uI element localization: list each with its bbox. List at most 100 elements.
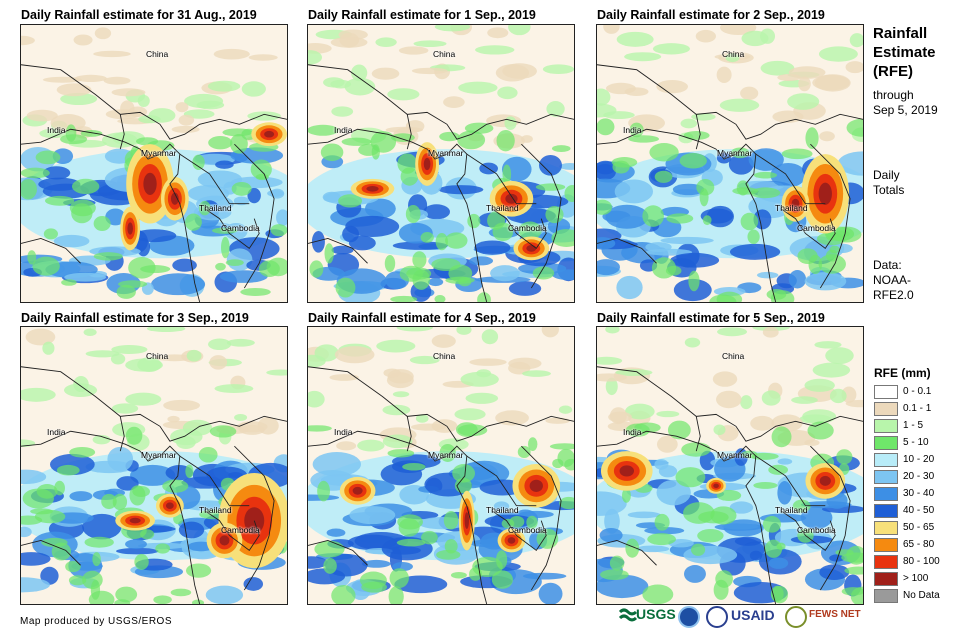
map-label-thailand: Thailand xyxy=(199,203,232,213)
legend-swatch xyxy=(874,402,898,416)
rainfall-map-1-sep: China India Myanmar Thailand Cambodia xyxy=(307,24,575,303)
legend-swatch xyxy=(874,436,898,450)
legend-label: 80 - 100 xyxy=(903,556,940,567)
usaid-seal-icon xyxy=(706,606,728,628)
sidebar-daily-totals: Daily Totals xyxy=(873,168,904,198)
usgs-logo-text: USGS xyxy=(636,606,676,622)
map-label-cambodia: Cambodia xyxy=(221,223,260,233)
legend-item: 50 - 65 xyxy=(874,520,964,536)
rainfall-field xyxy=(308,327,574,604)
map-label-cambodia: Cambodia xyxy=(797,223,836,233)
map-label-china: China xyxy=(722,351,745,361)
map-label-myanmar: Myanmar xyxy=(717,450,753,460)
map-label-myanmar: Myanmar xyxy=(428,148,464,158)
legend-swatch xyxy=(874,521,898,535)
legend-label: 40 - 50 xyxy=(903,505,935,516)
legend-swatch xyxy=(874,385,898,399)
legend-swatch xyxy=(874,453,898,467)
map-label-india: India xyxy=(623,427,642,437)
map-label-china: China xyxy=(722,49,745,59)
map-label-cambodia: Cambodia xyxy=(221,525,260,535)
rainfall-map-3-sep: China India Myanmar Thailand Cambodia xyxy=(20,326,288,605)
legend-label: No Data xyxy=(903,590,940,601)
map-label-myanmar: Myanmar xyxy=(717,148,753,158)
legend-label: 50 - 65 xyxy=(903,522,935,533)
map-credit: Map produced by USGS/EROS xyxy=(20,616,173,627)
map-label-cambodia: Cambodia xyxy=(508,223,547,233)
usgs-logo: USGS xyxy=(618,604,676,634)
legend-item: > 100 xyxy=(874,571,964,587)
legend-swatch xyxy=(874,487,898,501)
legend-item: 1 - 5 xyxy=(874,418,964,434)
sidebar-data-source1: NOAA- xyxy=(873,273,912,287)
legend-item: 65 - 80 xyxy=(874,537,964,553)
map-label-thailand: Thailand xyxy=(775,505,808,515)
map-label-thailand: Thailand xyxy=(486,505,519,515)
sidebar-date: Sep 5, 2019 xyxy=(873,103,938,117)
legend-item: 10 - 20 xyxy=(874,452,964,468)
map-label-china: China xyxy=(146,351,169,361)
legend-label: 0.1 - 1 xyxy=(903,403,932,414)
fewsnet-seal-icon xyxy=(785,606,807,628)
fewsnet-logo-text: FEWS NET xyxy=(809,609,861,620)
panel-title-4: Daily Rainfall estimate for 3 Sep., 2019 xyxy=(21,311,249,325)
map-label-china: China xyxy=(433,351,456,361)
map-label-cambodia: Cambodia xyxy=(508,525,547,535)
map-label-india: India xyxy=(47,125,66,135)
rainfall-map-31-aug: China India Myanmar Thailand Cambodia xyxy=(20,24,288,303)
sidebar-data-source2: RFE2.0 xyxy=(873,288,914,302)
sidebar-title: Rainfall Estimate (RFE) xyxy=(873,24,936,81)
map-label-thailand: Thailand xyxy=(775,203,808,213)
sidebar-through-label: through xyxy=(873,88,914,102)
legend-item: No Data xyxy=(874,588,964,604)
legend-label: > 100 xyxy=(903,573,929,584)
legend-item: 0.1 - 1 xyxy=(874,401,964,417)
legend-item: 80 - 100 xyxy=(874,554,964,570)
usaid-logo: USAID xyxy=(731,604,783,634)
map-label-china: China xyxy=(146,49,169,59)
rainfall-field xyxy=(21,25,287,302)
noaa-logo-icon xyxy=(678,606,700,628)
sidebar-title-line1: Rainfall xyxy=(873,25,928,42)
legend-label: 0 - 0.1 xyxy=(903,386,932,397)
map-label-china: China xyxy=(433,49,456,59)
legend-swatch xyxy=(874,589,898,603)
rainfall-field xyxy=(597,327,863,604)
rainfall-field xyxy=(597,25,863,302)
legend-label: 20 - 30 xyxy=(903,471,935,482)
legend-item: 5 - 10 xyxy=(874,435,964,451)
panel-title-1: Daily Rainfall estimate for 31 Aug., 201… xyxy=(21,8,257,22)
legend-label: 1 - 5 xyxy=(903,420,924,431)
rainfall-map-2-sep: China India Myanmar Thailand Cambodia xyxy=(596,24,864,303)
legend-item: 30 - 40 xyxy=(874,486,964,502)
legend-title: RFE (mm) xyxy=(874,366,931,380)
sidebar-daily: Daily xyxy=(873,168,900,182)
legend-item: 0 - 0.1 xyxy=(874,384,964,400)
map-label-cambodia: Cambodia xyxy=(797,525,836,535)
sidebar-title-line3: (RFE) xyxy=(873,63,913,80)
map-label-thailand: Thailand xyxy=(486,203,519,213)
map-label-india: India xyxy=(623,125,642,135)
legend-swatch xyxy=(874,538,898,552)
panel-title-6: Daily Rainfall estimate for 5 Sep., 2019 xyxy=(597,311,825,325)
usaid-logo-text: USAID xyxy=(731,607,775,623)
panel-title-3: Daily Rainfall estimate for 2 Sep., 2019 xyxy=(597,8,825,22)
panel-title-5: Daily Rainfall estimate for 4 Sep., 2019 xyxy=(308,311,536,325)
map-label-myanmar: Myanmar xyxy=(141,450,177,460)
map-label-myanmar: Myanmar xyxy=(141,148,177,158)
map-label-india: India xyxy=(334,427,353,437)
panel-title-2: Daily Rainfall estimate for 1 Sep., 2019 xyxy=(308,8,536,22)
sidebar-totals: Totals xyxy=(873,183,905,197)
map-label-thailand: Thailand xyxy=(199,505,232,515)
sidebar-through: through Sep 5, 2019 xyxy=(873,88,938,118)
rainfall-map-4-sep: China India Myanmar Thailand Cambodia xyxy=(307,326,575,605)
map-label-india: India xyxy=(334,125,353,135)
legend-swatch xyxy=(874,572,898,586)
legend-swatch xyxy=(874,555,898,569)
rainfall-field xyxy=(21,327,287,604)
rainfall-field xyxy=(308,25,574,302)
legend-label: 10 - 20 xyxy=(903,454,935,465)
legend-label: 30 - 40 xyxy=(903,488,935,499)
fewsnet-logo: FEWS NET xyxy=(809,604,864,634)
rainfall-map-5-sep: China India Myanmar Thailand Cambodia xyxy=(596,326,864,605)
